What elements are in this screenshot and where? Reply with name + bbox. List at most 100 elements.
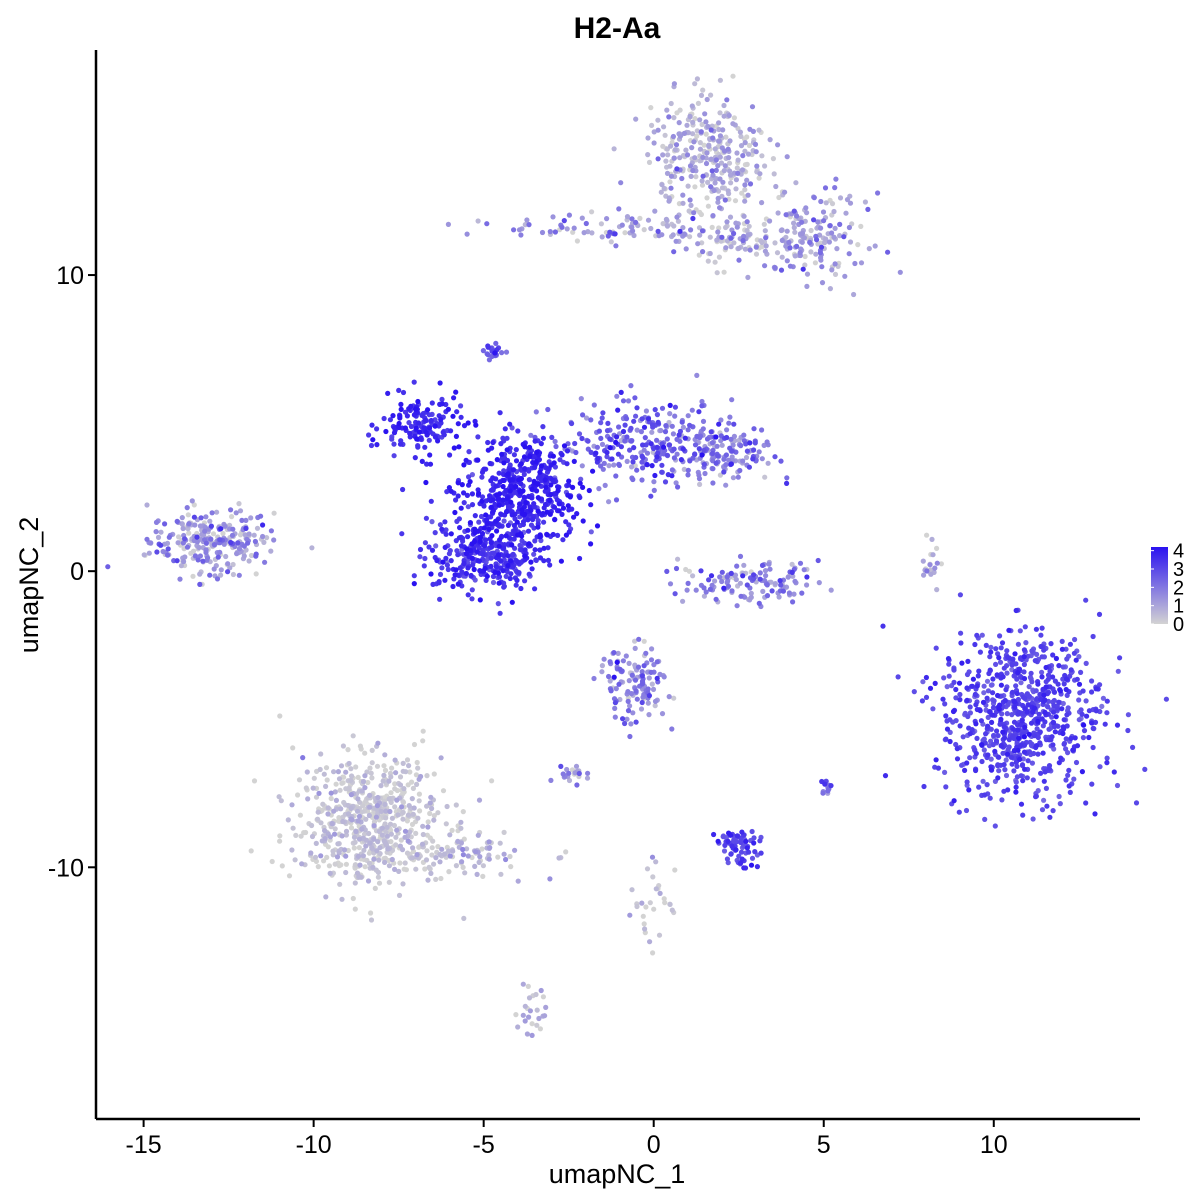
cell-point — [309, 545, 315, 551]
cell-point — [741, 233, 747, 239]
cell-point — [387, 821, 394, 827]
cell-point — [757, 838, 763, 844]
cell-point — [721, 113, 727, 119]
cell-point — [800, 266, 806, 272]
cell-point — [634, 405, 640, 411]
cell-point — [729, 448, 735, 454]
cell-point — [466, 474, 472, 480]
cell-point — [496, 470, 502, 476]
cell-point — [658, 427, 664, 434]
cell-point — [493, 564, 499, 570]
cell-point — [1083, 660, 1089, 667]
cell-point — [620, 398, 627, 404]
cell-point — [469, 587, 475, 593]
cell-point — [392, 786, 398, 792]
cell-point — [721, 269, 727, 275]
cell-point — [470, 562, 476, 568]
cell-point — [740, 573, 746, 579]
cell-point — [405, 782, 411, 788]
cell-point — [501, 553, 507, 559]
cell-point — [698, 92, 705, 98]
cell-point — [713, 460, 719, 466]
cell-point — [965, 658, 971, 665]
cell-point — [505, 471, 511, 477]
cell-point — [352, 906, 358, 912]
cell-point — [501, 829, 507, 836]
cell-point — [712, 578, 718, 584]
cell-point — [440, 559, 446, 565]
cell-point — [374, 426, 380, 432]
cell-point — [545, 545, 551, 551]
cell-point — [570, 229, 576, 235]
cell-point — [1011, 719, 1018, 725]
cell-point — [418, 773, 424, 780]
cell-point — [429, 845, 435, 851]
cell-point — [604, 216, 610, 222]
cell-point — [277, 713, 283, 719]
cell-point — [505, 553, 511, 559]
cell-point — [533, 991, 539, 998]
cell-point — [502, 426, 508, 432]
cell-point — [429, 805, 435, 812]
cell-point — [1064, 712, 1070, 718]
cell-point — [734, 833, 740, 839]
cell-point — [439, 846, 445, 852]
cell-point — [400, 389, 407, 396]
cell-point — [574, 782, 580, 788]
cell-point — [251, 532, 257, 538]
cell-point — [748, 594, 754, 601]
cell-point — [501, 584, 507, 590]
cell-point — [451, 576, 457, 582]
cell-point — [579, 435, 585, 442]
cell-point — [775, 142, 781, 148]
cell-point — [466, 449, 472, 455]
cell-point — [420, 823, 426, 829]
cell-point — [616, 462, 623, 468]
cell-point — [505, 563, 511, 569]
cell-point — [477, 597, 483, 603]
cell-point — [604, 454, 610, 460]
cell-point — [367, 792, 373, 799]
cell-point — [417, 554, 423, 560]
cell-point — [234, 551, 240, 557]
cell-point — [749, 855, 756, 861]
cell-point — [1047, 684, 1053, 690]
cell-point — [1001, 665, 1007, 671]
cell-point — [929, 536, 935, 543]
cell-point — [1078, 669, 1084, 676]
cell-point — [957, 592, 964, 598]
cell-point — [649, 429, 655, 435]
cell-point — [1014, 690, 1020, 697]
cell-point — [310, 785, 316, 791]
cell-point — [458, 414, 464, 420]
cell-point — [989, 682, 995, 688]
cell-point — [442, 519, 448, 525]
cell-point — [572, 770, 578, 776]
cell-point — [499, 451, 505, 457]
cell-point — [371, 823, 377, 829]
cell-point — [493, 340, 499, 346]
cell-point — [589, 230, 595, 236]
cell-point — [574, 510, 580, 517]
cell-point — [704, 150, 710, 156]
cell-point — [191, 514, 197, 520]
cell-point — [995, 733, 1001, 739]
cell-point — [535, 495, 541, 501]
cell-point — [997, 721, 1003, 727]
cell-point — [696, 446, 702, 452]
cell-point — [746, 849, 752, 855]
cell-point — [1142, 766, 1148, 773]
cell-point — [803, 205, 809, 211]
cell-point — [505, 522, 511, 529]
cell-point — [1125, 712, 1131, 718]
cell-point — [628, 721, 634, 727]
cell-point — [495, 601, 501, 607]
cell-point — [973, 721, 979, 727]
cell-point — [629, 216, 635, 222]
cell-point — [957, 723, 963, 729]
cell-point — [455, 480, 461, 486]
cell-point — [701, 585, 707, 591]
cell-point — [433, 543, 439, 549]
cell-point — [402, 828, 409, 834]
cell-point — [847, 239, 854, 245]
